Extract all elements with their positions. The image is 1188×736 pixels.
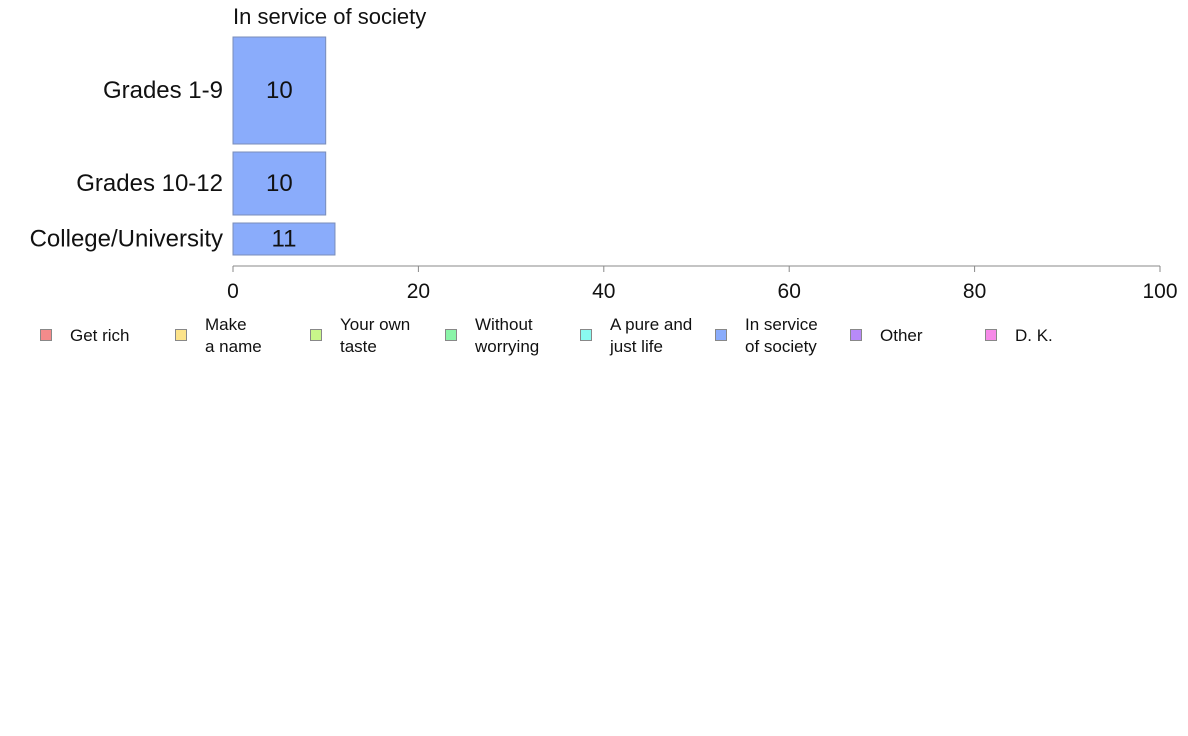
x-tick-label: 80 [963,280,986,303]
bar [232,222,336,256]
legend-label: D. K. [1015,326,1053,345]
legend-swatch [175,329,187,341]
legend-swatch [715,329,727,341]
bar-value-label: 11 [272,226,297,253]
x-tick-label: 20 [407,280,430,303]
bar [232,151,327,216]
legend-swatch [850,329,862,341]
legend-label: Other [880,326,923,345]
x-tick-label: 60 [778,280,801,303]
legend-swatch [310,329,322,341]
x-tick-label: 40 [592,280,615,303]
x-tick-label: 0 [227,280,239,303]
legend-swatch [985,329,997,341]
bar-value-label: 10 [266,170,293,197]
legend-label: A pure and just life [610,315,693,356]
legend-label: Make a name [205,315,262,356]
bar-chart: In service of society Grades 1-9 10Grades… [30,4,1178,303]
legend: Get rich Make a name Your own taste Without… [0,314,1188,364]
legend-swatch [445,329,457,341]
chart-title: In service of society [233,4,426,29]
bar-value-label: 10 [266,77,293,104]
x-tick-label: 100 [1142,280,1177,303]
category-label: Grades 10-12 [76,170,223,197]
legend-label: Get rich [70,326,130,345]
legend-label: In service of society [745,315,818,356]
legend-label: Your own taste [340,315,411,356]
legend-swatch [580,329,592,341]
legend-swatch [40,329,52,341]
category-label: College/University [30,226,223,253]
category-label: Grades 1-9 [103,77,223,104]
bars-group: Grades 1-9 10 Grades 10-12 10 College/Univer… [30,36,336,256]
x-axis: 0 20 40 60 80 100 [227,265,1178,303]
bar [232,36,327,145]
legend-label: Without worrying [475,315,540,356]
